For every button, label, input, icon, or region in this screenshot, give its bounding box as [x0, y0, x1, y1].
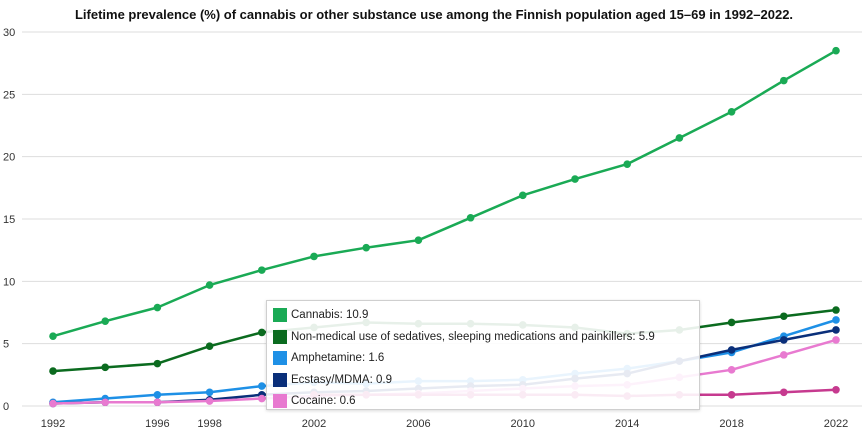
- tooltip-label: Ecstasy/MDMA: 0.9: [291, 373, 392, 386]
- data-point[interactable]: [153, 359, 162, 368]
- data-point[interactable]: [623, 160, 631, 168]
- data-point[interactable]: [727, 346, 736, 354]
- tooltip-label: Amphetamine: 1.6: [291, 352, 385, 364]
- data-point[interactable]: [205, 281, 214, 289]
- tooltip-label: Non-medical use of sedatives, sleeping m…: [291, 330, 655, 343]
- legend-swatch: [273, 329, 287, 344]
- data-point[interactable]: [832, 316, 840, 324]
- data-point[interactable]: [205, 388, 214, 397]
- data-point[interactable]: [519, 191, 527, 200]
- data-point[interactable]: [101, 398, 109, 407]
- data-point[interactable]: [780, 76, 788, 85]
- data-point[interactable]: [780, 336, 788, 344]
- data-point[interactable]: [310, 252, 318, 261]
- chart-title: Lifetime prevalence (%) of cannabis or o…: [75, 7, 793, 22]
- data-point[interactable]: [832, 336, 840, 344]
- x-tick-label: 1992: [41, 418, 65, 430]
- x-axis: 1992 1996 1998 2002 2006 2010 2014 2018 2022: [41, 418, 848, 430]
- y-tick-label: 15: [3, 214, 15, 226]
- tooltip-row: Non-medical use of sedatives, sleeping m…: [273, 327, 693, 347]
- data-point[interactable]: [258, 266, 266, 274]
- y-tick-label: 30: [3, 27, 15, 39]
- tooltip-row: Ecstasy/MDMA: 0.9: [273, 370, 693, 390]
- data-point[interactable]: [780, 312, 788, 321]
- data-point[interactable]: [49, 399, 57, 408]
- y-tick-label: 0: [3, 401, 9, 413]
- tooltip-row: Cannabis: 10.9: [273, 305, 693, 325]
- data-point[interactable]: [205, 342, 214, 350]
- x-tick-label: 2018: [719, 418, 743, 430]
- data-point[interactable]: [780, 388, 788, 397]
- data-point[interactable]: [153, 303, 162, 312]
- series-0: [49, 46, 840, 340]
- legend-swatch: [273, 351, 287, 365]
- data-point[interactable]: [675, 134, 684, 142]
- data-point[interactable]: [727, 366, 736, 374]
- data-point[interactable]: [101, 363, 109, 372]
- x-tick-label: 2010: [511, 418, 535, 430]
- data-point[interactable]: [258, 394, 266, 403]
- data-point[interactable]: [466, 213, 475, 222]
- data-point[interactable]: [205, 397, 214, 405]
- data-point[interactable]: [780, 351, 788, 359]
- tooltip-label: Cannabis: 10.9: [291, 309, 369, 321]
- y-tick-label: 25: [3, 89, 15, 101]
- data-point[interactable]: [49, 332, 57, 340]
- y-tick-label: 10: [3, 276, 15, 288]
- data-point[interactable]: [153, 390, 162, 399]
- tooltip-label: Cocaine: 0.6: [291, 395, 356, 407]
- data-point[interactable]: [727, 107, 736, 116]
- series-line: [52, 49, 837, 338]
- data-point[interactable]: [727, 390, 736, 399]
- data-point[interactable]: [832, 46, 840, 55]
- data-point[interactable]: [832, 306, 840, 314]
- data-point[interactable]: [101, 317, 109, 326]
- data-point[interactable]: [153, 398, 162, 407]
- tooltip-row: Amphetamine: 1.6: [273, 348, 693, 368]
- tooltip-row: Cocaine: 0.6: [273, 391, 693, 411]
- data-point[interactable]: [727, 318, 736, 327]
- legend-swatch: [273, 372, 287, 387]
- legend-swatch: [273, 394, 287, 408]
- x-tick-label: 1996: [145, 418, 169, 430]
- x-tick-label: 1998: [197, 418, 221, 430]
- x-tick-label: 2022: [824, 418, 848, 430]
- y-tick-label: 5: [3, 339, 9, 351]
- y-tick-label: 20: [3, 152, 15, 164]
- x-tick-label: 2002: [302, 418, 326, 430]
- data-point[interactable]: [832, 385, 840, 394]
- data-point[interactable]: [832, 326, 840, 334]
- data-point[interactable]: [571, 175, 579, 183]
- data-point[interactable]: [49, 367, 57, 375]
- tooltip: Cannabis: 10.9 Non-medical use of sedativ…: [266, 300, 700, 410]
- y-axis: 0 5 10 15 20 25 30: [3, 27, 15, 413]
- data-point[interactable]: [258, 382, 266, 390]
- data-point[interactable]: [414, 236, 423, 244]
- data-point[interactable]: [362, 243, 371, 252]
- x-tick-label: 2006: [406, 418, 430, 430]
- data-point[interactable]: [258, 328, 266, 337]
- x-tick-label: 2014: [615, 418, 639, 430]
- legend-swatch: [273, 308, 287, 322]
